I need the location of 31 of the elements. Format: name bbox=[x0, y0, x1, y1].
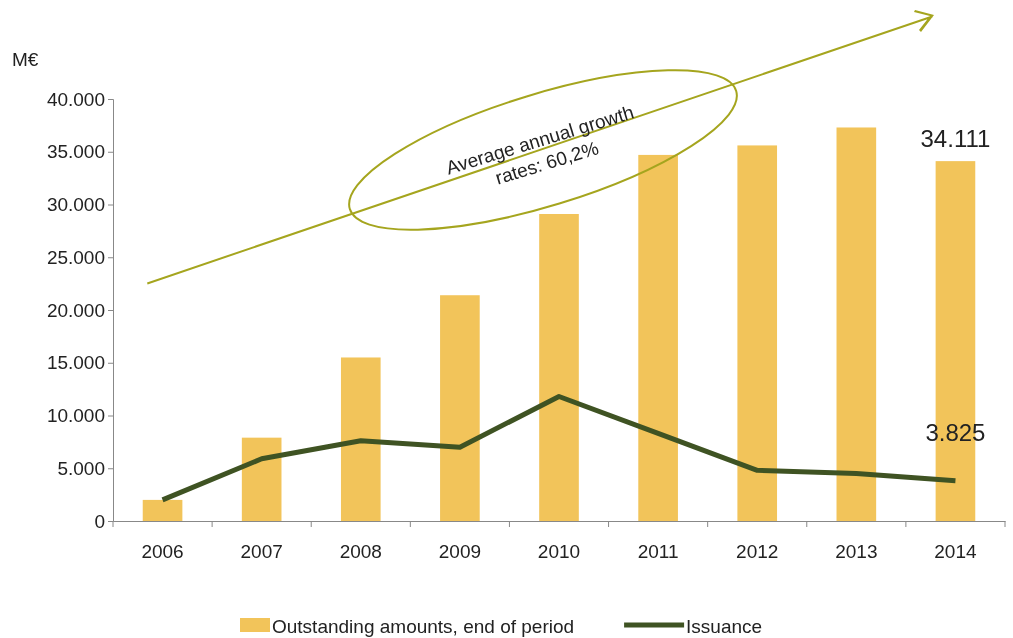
y-tick-label: 15.000 bbox=[46, 352, 105, 374]
legend-label: Issuance bbox=[686, 616, 763, 637]
y-axis-title: M€ bbox=[12, 49, 39, 70]
x-tick-label: 2009 bbox=[438, 541, 482, 563]
bar bbox=[241, 437, 282, 521]
x-tick-label: 2013 bbox=[835, 541, 878, 563]
y-tick-label: 10.000 bbox=[46, 405, 105, 427]
bar bbox=[638, 154, 678, 521]
x-tick-label: 2014 bbox=[934, 541, 977, 563]
bar bbox=[440, 295, 480, 521]
y-tick-label: 35.000 bbox=[46, 141, 105, 163]
y-tick-label: 30.000 bbox=[46, 194, 105, 216]
x-tick-label: 2008 bbox=[339, 541, 382, 563]
x-tick-label: 2007 bbox=[240, 541, 283, 563]
annotation: Average annual growth rates: 60,2% bbox=[443, 101, 637, 189]
bar bbox=[539, 214, 579, 521]
x-tick-label: 2011 bbox=[637, 541, 679, 563]
y-tick-label: 40.000 bbox=[46, 88, 105, 110]
y-tick-label: 25.000 bbox=[46, 246, 105, 268]
bar bbox=[836, 127, 877, 521]
y-tick-label: 5.000 bbox=[57, 457, 105, 479]
x-tick-label: 2012 bbox=[736, 541, 779, 563]
x-tick-label: 2010 bbox=[537, 541, 581, 563]
bar bbox=[142, 499, 183, 521]
data-label: 34.111 bbox=[920, 125, 991, 153]
legend-label: Outstanding amounts, end of period bbox=[272, 616, 575, 637]
x-tick-label: 2006 bbox=[141, 541, 184, 563]
bar bbox=[737, 145, 778, 521]
y-tick-label: 20.000 bbox=[46, 299, 105, 321]
bar bbox=[340, 357, 381, 521]
y-tick-label: 0 bbox=[94, 510, 105, 532]
